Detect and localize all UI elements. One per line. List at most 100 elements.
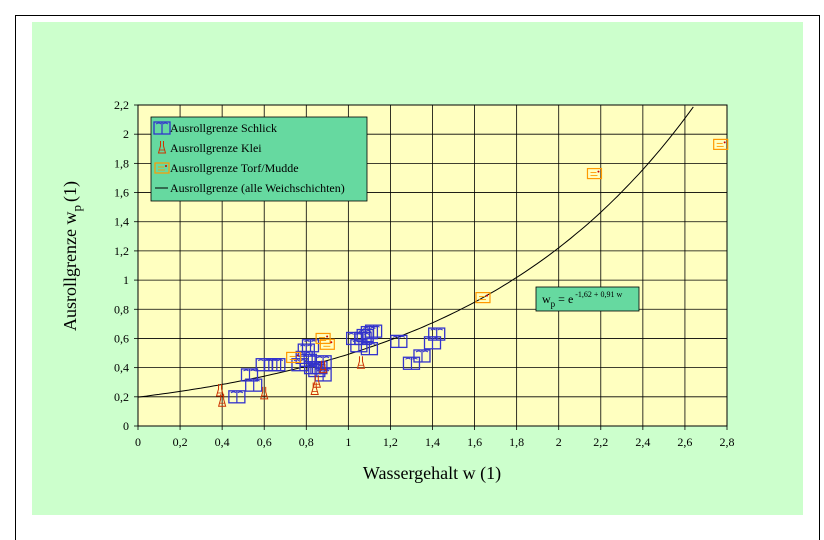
- legend-item-schlick: Ausrollgrenze Schlick: [153, 121, 277, 135]
- data-point-schlick: [228, 390, 246, 404]
- data-point-schlick: [314, 368, 332, 382]
- legend-item-klei: Ausrollgrenze Klei: [157, 141, 262, 155]
- data-point-schlick: [413, 349, 431, 363]
- x-tick-label: 0,6: [257, 435, 272, 449]
- flask-outline: [217, 394, 227, 407]
- legend-label-schlick: Ausrollgrenze Schlick: [170, 121, 277, 135]
- data-point-klei: [312, 375, 321, 388]
- legend: Ausrollgrenze Schlick Ausrollgrenze Klei…: [150, 116, 368, 202]
- data-points: [215, 138, 729, 407]
- legend-label-torf: Ausrollgrenze Torf/Mudde: [170, 161, 299, 175]
- y-tick-label: 1: [123, 273, 129, 287]
- y-axis-title: Ausrollgrenze wp (1): [60, 181, 84, 331]
- book-pages: [270, 359, 284, 362]
- formula-text: wp = e -1,62 + 0,91 w: [542, 290, 622, 309]
- data-point-schlick: [314, 355, 332, 369]
- y-axis-title-main: Ausrollgrenze w: [60, 212, 80, 331]
- data-point-torf: [286, 351, 302, 364]
- book-pages: [155, 122, 169, 125]
- note-box: [713, 138, 729, 150]
- legend-box: [150, 116, 368, 202]
- data-point-torf: [475, 292, 491, 304]
- x-tick-label: 0,2: [173, 435, 188, 449]
- data-point-klei: [260, 386, 269, 400]
- chart-frame: [15, 15, 820, 540]
- y-axis-title-sub: p: [69, 205, 84, 212]
- data-point-torf: [586, 167, 603, 180]
- y-tick-label: 1,8: [114, 156, 129, 170]
- data-point-klei: [318, 360, 328, 374]
- y-tick-label: 2: [123, 127, 129, 141]
- note-dot: [165, 165, 167, 167]
- y-tick-label: 0: [123, 419, 129, 433]
- note-dot: [723, 141, 726, 144]
- legend-label-klei: Ausrollgrenze Klei: [170, 141, 262, 155]
- flask-icon: [157, 141, 167, 154]
- x-tick-label: 1,8: [509, 435, 524, 449]
- x-tick-label: 1,4: [425, 435, 440, 449]
- flask-outline: [215, 383, 225, 397]
- data-point-schlick: [364, 324, 383, 338]
- data-point-schlick: [390, 334, 408, 349]
- y-tick-label: 0,8: [114, 302, 129, 316]
- flask-outline: [318, 360, 328, 374]
- y-tick-label: 2,2: [114, 98, 129, 112]
- x-tick-label: 0,8: [299, 435, 314, 449]
- book-pages: [363, 343, 376, 346]
- data-point-klei: [215, 383, 225, 397]
- book-pages: [302, 354, 315, 357]
- x-tick-label: 0,4: [215, 435, 230, 449]
- x-tick-label: 2: [556, 435, 562, 449]
- note-dot: [330, 341, 333, 344]
- y-tick-label: 1,6: [114, 186, 129, 200]
- flask-outline: [260, 386, 269, 400]
- note-dot: [597, 170, 600, 173]
- book-pages: [415, 350, 429, 353]
- book-pages: [430, 328, 443, 331]
- x-tick-label: 2,8: [720, 435, 735, 449]
- x-axis-title: Wassergehalt w (1): [363, 463, 501, 484]
- data-point-torf: [319, 338, 335, 350]
- book-pages: [243, 369, 256, 372]
- data-point-schlick: [360, 342, 379, 356]
- x-axis-ticks: 0 0,2 0,4 0,6 0,8 1 1,2 1,4 1,6 1,8 2 2,2 2,4 2,6 2,8: [135, 426, 735, 449]
- note-icon: [154, 162, 170, 174]
- x-tick-label: 2,2: [593, 435, 608, 449]
- data-point-schlick: [268, 358, 286, 372]
- data-point-torf: [713, 138, 729, 150]
- note-dot: [296, 354, 299, 357]
- data-point-schlick: [240, 368, 259, 382]
- book-pages: [392, 335, 406, 338]
- y-tick-label: 0,4: [114, 361, 129, 375]
- x-tick-label: 1: [345, 435, 351, 449]
- y-axis-title-unit: (1): [60, 181, 81, 202]
- note-dot: [485, 294, 488, 297]
- legend-label-fit: Ausrollgrenze (alle Weichschichten): [170, 181, 345, 195]
- note-box: [315, 332, 331, 345]
- flask-outline: [356, 356, 366, 369]
- x-tick-label: 2,4: [635, 435, 650, 449]
- y-tick-label: 0,2: [114, 390, 129, 404]
- note-box: [154, 162, 170, 174]
- note-box: [475, 292, 491, 304]
- note-box: [319, 338, 335, 350]
- note-dot: [326, 335, 329, 338]
- flask-outline: [312, 375, 321, 388]
- book-pages: [316, 369, 330, 372]
- data-point-schlick: [428, 327, 446, 341]
- x-tick-label: 1,6: [467, 435, 482, 449]
- legend-item-fit: Ausrollgrenze (alle Weichschichten): [155, 181, 345, 195]
- book-icon: [153, 121, 171, 135]
- fit-curve: [137, 106, 694, 398]
- x-tick-label: 0: [135, 435, 141, 449]
- book-pages: [405, 357, 418, 360]
- data-point-klei: [217, 394, 227, 407]
- formula-annotation: wp = e -1,62 + 0,91 w: [535, 286, 640, 312]
- x-tick-label: 1,2: [383, 435, 398, 449]
- y-tick-label: 0,6: [114, 331, 129, 345]
- book-pages: [316, 356, 330, 359]
- book-pages: [230, 391, 244, 394]
- formula-box: [535, 286, 640, 312]
- x-tick-label: 2,6: [677, 435, 692, 449]
